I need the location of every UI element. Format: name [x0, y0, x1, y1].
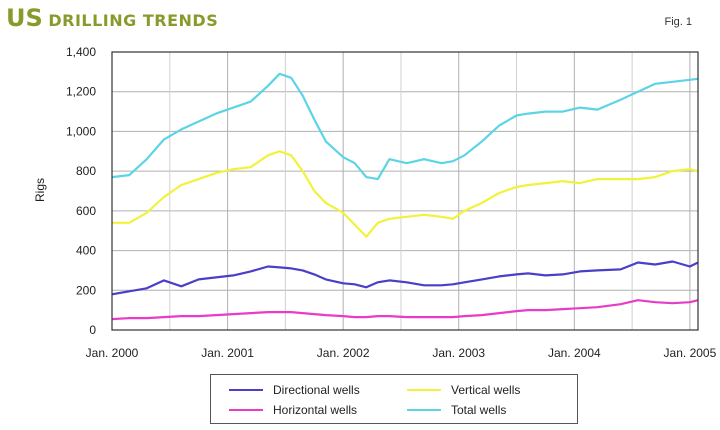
legend-swatch-total: [407, 409, 441, 411]
title-prefix: US: [6, 4, 43, 32]
series-line-total-wells: [111, 72, 699, 181]
y-tick-label: 800: [76, 164, 96, 178]
plot-frame: [111, 51, 699, 331]
grid-lines: [111, 51, 698, 331]
legend-swatch-vertical: [407, 389, 441, 391]
series-lines: [111, 72, 699, 321]
legend-label-directional: Directional wells: [273, 383, 360, 397]
legend-item-directional: Directional wells: [229, 383, 360, 397]
y-tick-label: 200: [76, 283, 96, 297]
x-tick-label: Jan. 2002: [317, 346, 370, 360]
x-tick-label: Jan. 2005: [664, 346, 717, 360]
y-axis-label: Rigs: [33, 178, 47, 202]
x-tick-label: Jan. 2004: [548, 346, 601, 360]
legend-label-horizontal: Horizontal wells: [273, 403, 358, 417]
series-line-horizontal-wells: [111, 299, 699, 321]
series-line-vertical-wells: [112, 150, 699, 238]
legend-item-horizontal: Horizontal wells: [229, 403, 357, 417]
legend-swatch-horizontal: [229, 409, 263, 411]
series-line-directional-wells: [111, 260, 699, 296]
chart-title: US DRILLING TRENDS: [6, 4, 218, 32]
x-tick-label: Jan. 2001: [201, 346, 254, 360]
x-axis-ticks: Jan. 2000 Jan. 2001 Jan. 2002 Jan. 2003 Jan.…: [86, 346, 717, 360]
legend-label-vertical: Vertical wells: [451, 383, 521, 397]
figure-label: Fig. 1: [664, 16, 692, 28]
legend-label-total: Total wells: [451, 403, 507, 417]
legend-item-total: Total wells: [407, 403, 506, 417]
title-rest: DRILLING TRENDS: [48, 11, 219, 30]
y-tick-label: 1,200: [66, 85, 96, 99]
x-tick-label: Jan. 2003: [432, 346, 485, 360]
legend: Directional wells Vertical wells Horizon…: [210, 374, 578, 424]
y-tick-label: 400: [76, 244, 96, 258]
y-tick-label: 0: [89, 323, 96, 337]
x-tick-label: Jan. 2000: [86, 346, 139, 360]
y-tick-label: 600: [76, 204, 96, 218]
legend-item-vertical: Vertical wells: [407, 383, 520, 397]
y-tick-label: 1,400: [66, 45, 96, 59]
y-axis-ticks: 0 200 400 600 800 1,000 1,200 1,400: [66, 45, 96, 337]
legend-swatch-directional: [229, 389, 263, 391]
y-tick-label: 1,000: [66, 124, 96, 138]
axes: [111, 51, 699, 331]
